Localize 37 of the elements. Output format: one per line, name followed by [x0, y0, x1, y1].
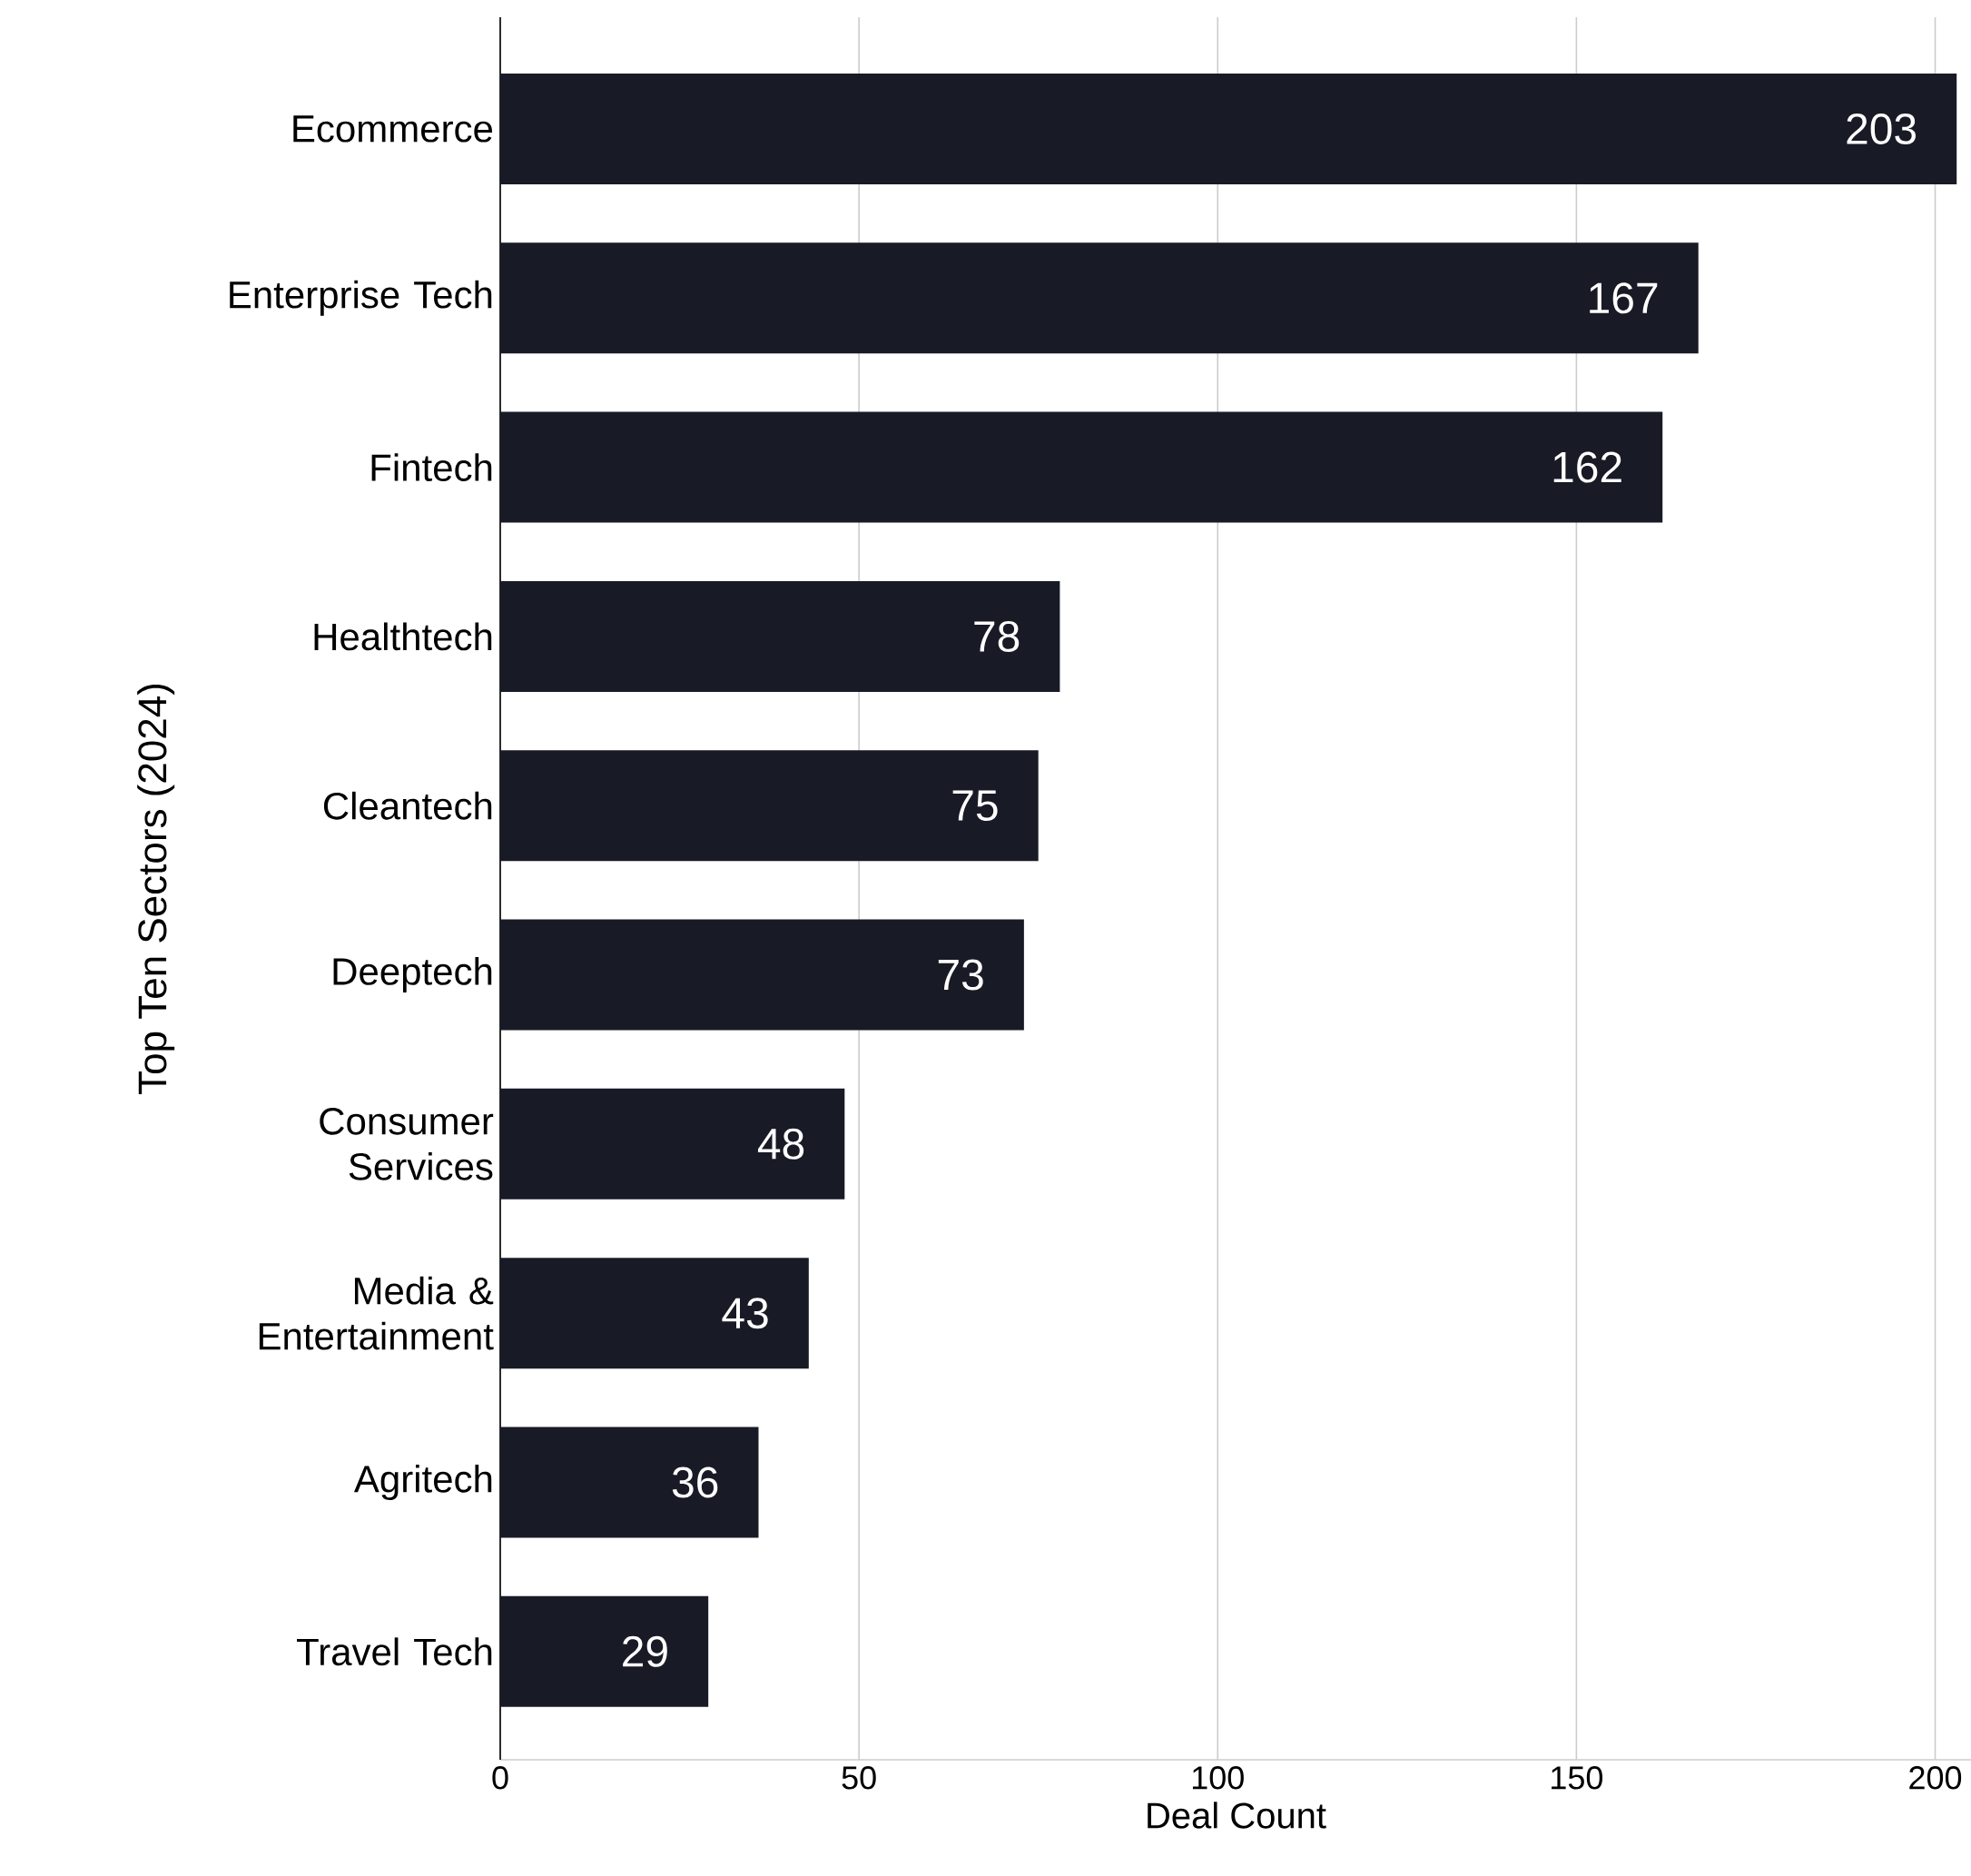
bar: [500, 580, 1060, 692]
data-label: 78: [974, 620, 1020, 652]
bar: [500, 1595, 709, 1707]
x-axis-title: Deal Count: [1148, 1802, 1326, 1829]
y-tick-label: Enterprise Tech: [230, 280, 492, 316]
x-tick-label: 50: [842, 1766, 876, 1790]
data-label: 162: [1553, 451, 1621, 483]
x-tick-label: 150: [1552, 1766, 1603, 1790]
x-tick-label: 100: [1192, 1766, 1244, 1790]
bar: [500, 242, 1699, 354]
bar: [500, 411, 1663, 523]
y-tick-label: Healthtech: [314, 622, 492, 651]
data-label: 29: [623, 1635, 667, 1667]
data-label: 36: [672, 1466, 718, 1498]
bar: [500, 1258, 809, 1369]
y-axis-title: Top Ten Sectors (2024): [137, 684, 175, 1094]
x-tick-label: 200: [1909, 1766, 1962, 1790]
bar: [500, 73, 1957, 184]
y-tick-label: Cleantech: [323, 791, 492, 820]
data-label: 203: [1847, 114, 1917, 144]
data-label: 43: [722, 1298, 768, 1329]
data-label: 167: [1590, 282, 1658, 314]
bar: [500, 1088, 845, 1200]
bar: [500, 750, 1039, 862]
y-tick-label: Media & Entertainment: [259, 1276, 494, 1350]
data-label: 73: [938, 959, 983, 991]
y-tick-label: Travel Tech: [297, 1637, 492, 1666]
data-label: 75: [952, 790, 998, 821]
data-label: 48: [757, 1128, 804, 1160]
y-tick-label: Ecommerce: [293, 115, 493, 143]
bar: [500, 1427, 759, 1538]
bar: [500, 919, 1024, 1031]
x-tick-label: 0: [492, 1766, 508, 1790]
y-tick-label: Deeptech: [333, 956, 492, 993]
y-tick-label: Consumer Services: [320, 1107, 494, 1180]
y-tick-label: Agritech: [353, 1464, 492, 1501]
y-tick-label: Fintech: [371, 453, 492, 482]
